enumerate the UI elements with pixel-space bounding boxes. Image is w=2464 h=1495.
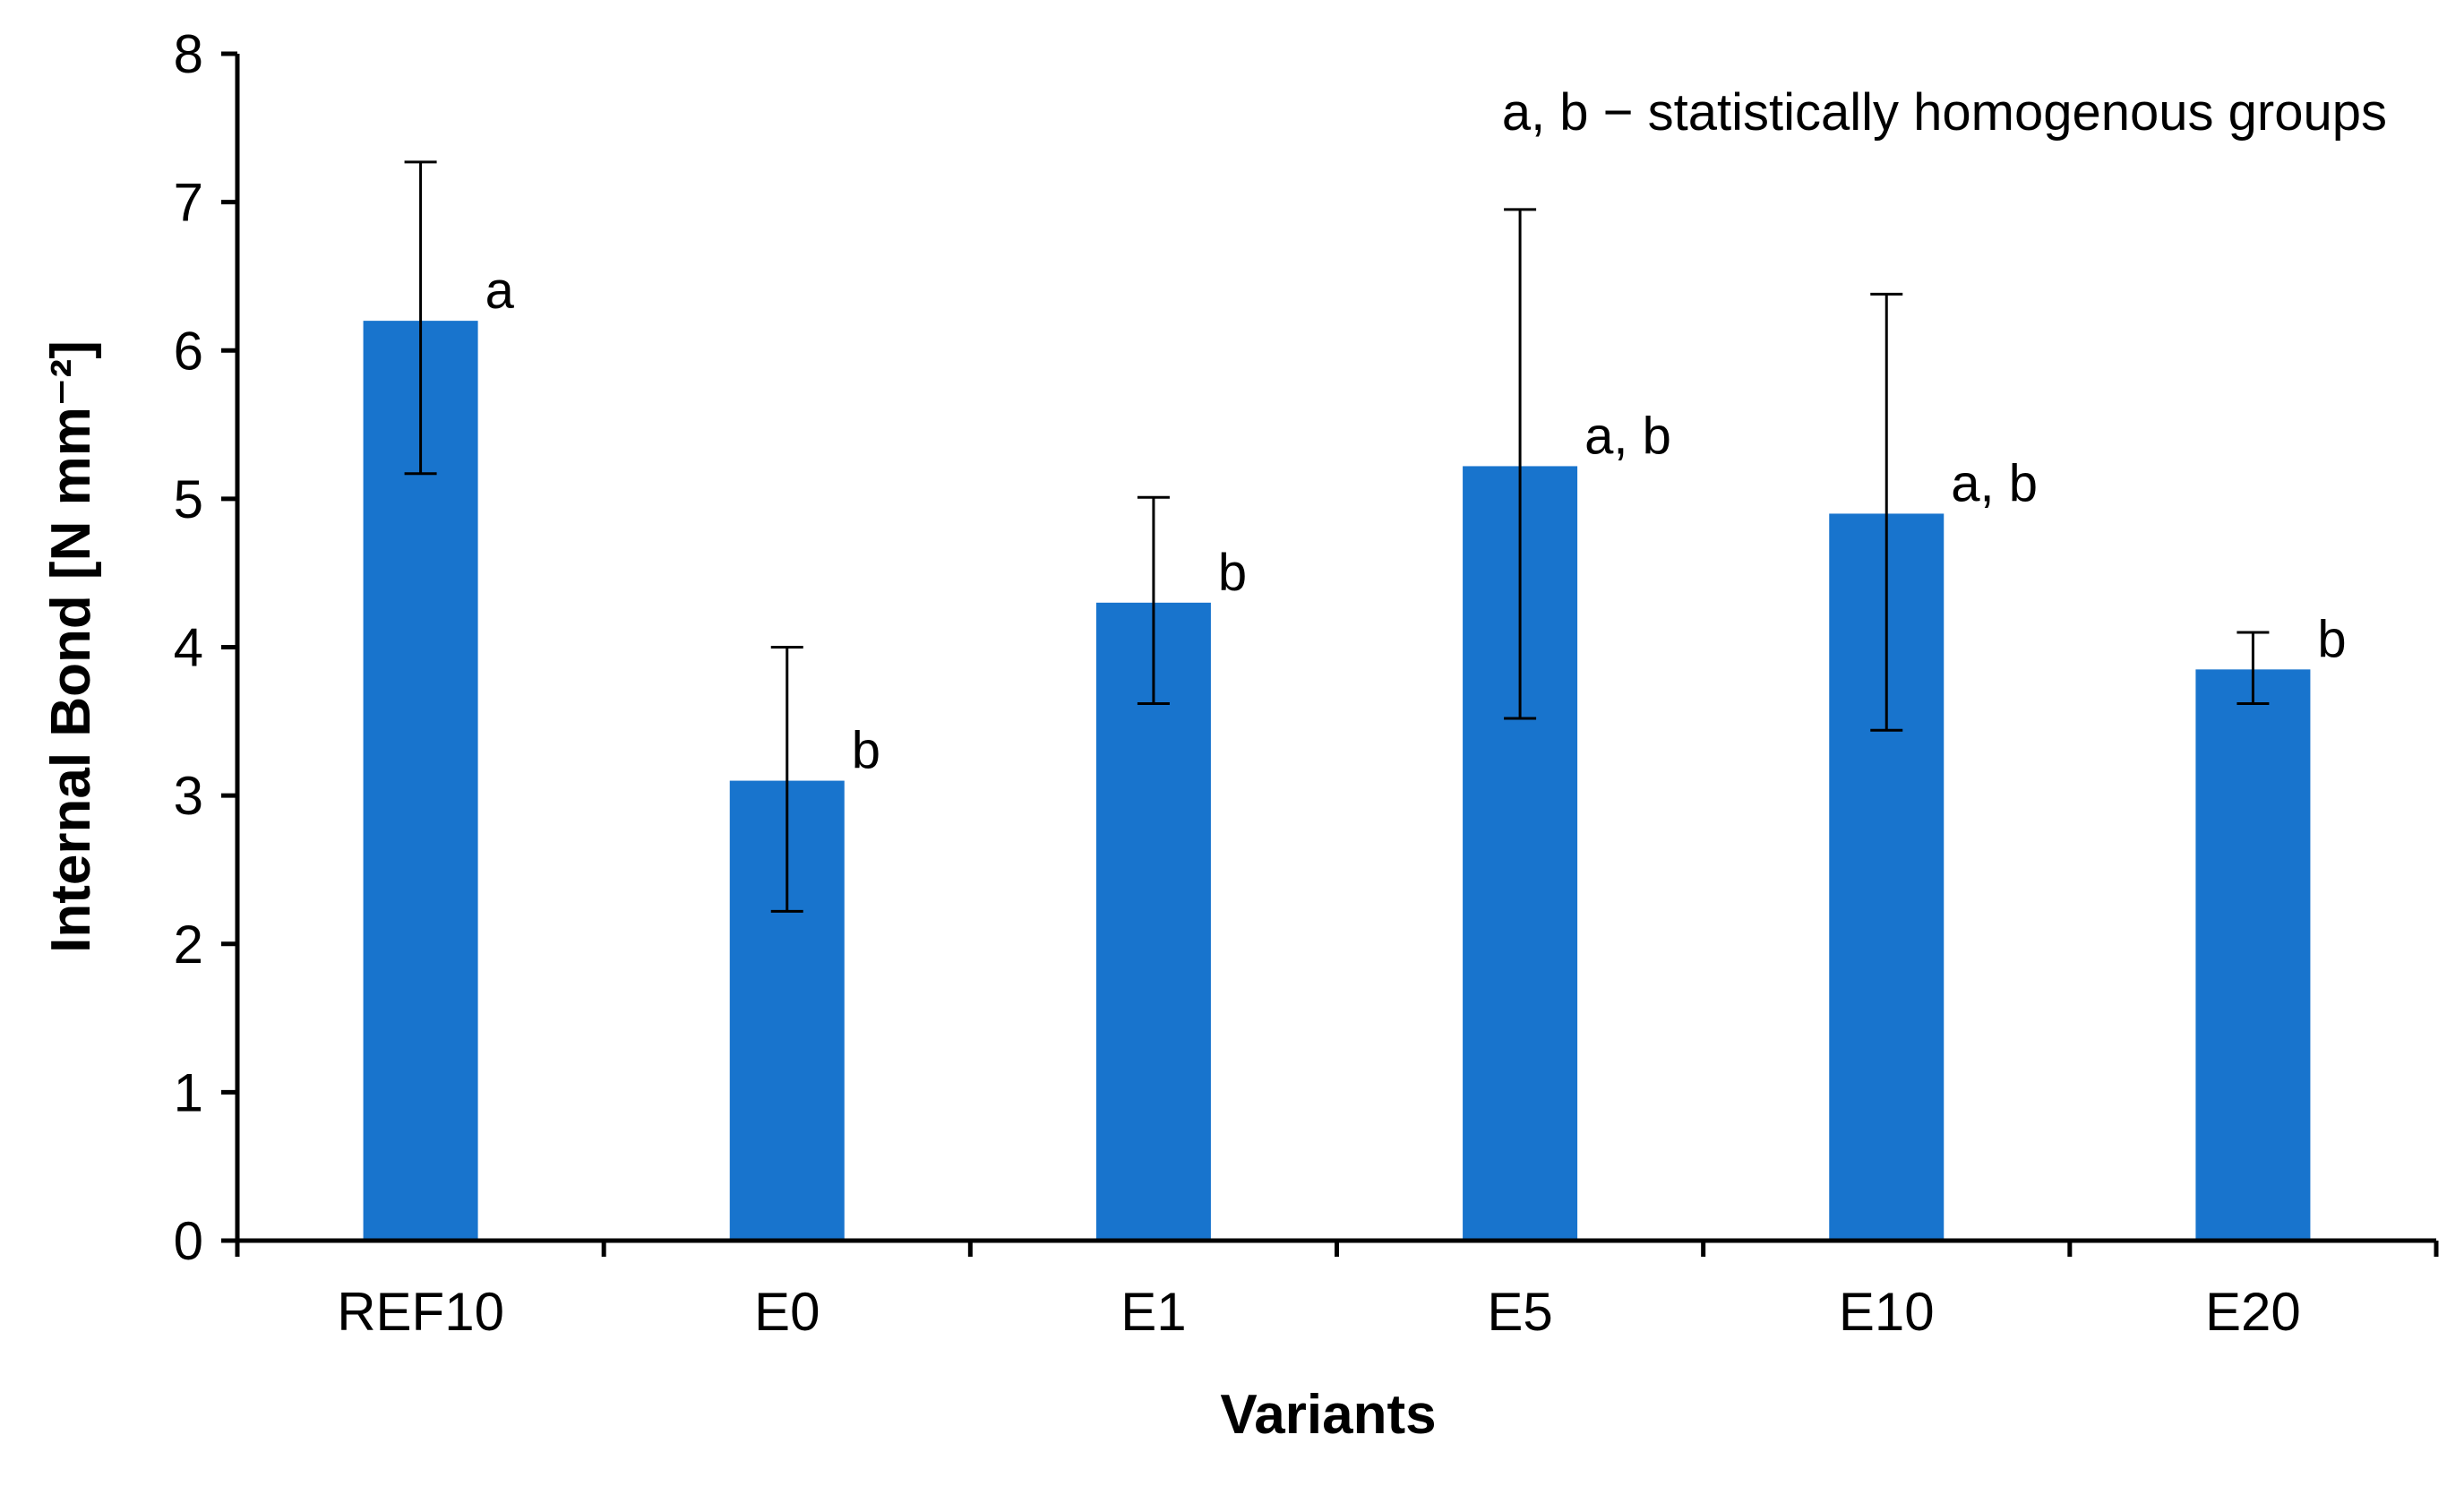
y-tick-label-5: 5	[174, 469, 203, 529]
bar-e1	[1095, 602, 1211, 1241]
y-tick-label-4: 4	[174, 618, 203, 678]
group-label-e1: b	[1218, 544, 1247, 602]
group-label-e20: b	[2317, 610, 2346, 668]
group-label-e5: a, b	[1584, 407, 1671, 465]
x-tick-label-ref10: REF10	[337, 1282, 504, 1342]
y-tick-label-8: 8	[174, 24, 203, 84]
labels-group: REF10 a E0 b E1 b E5 a, b E10 a, b E20 b 0 1 2 3 4 5 6 7 8	[174, 24, 2347, 1342]
x-tick-label-e5: E5	[1487, 1282, 1552, 1342]
x-tick-label-e10: E10	[1839, 1282, 1935, 1342]
bar-e20	[2195, 669, 2311, 1241]
y-tick-label-2: 2	[174, 915, 203, 975]
y-tick-label-6: 6	[174, 321, 203, 381]
y-tick-label-7: 7	[174, 173, 203, 233]
y-tick-label-1: 1	[174, 1062, 203, 1122]
y-tick-label-3: 3	[174, 766, 203, 826]
axes-group	[221, 51, 2439, 1257]
y-axis-title: Internal Bond [N mm⁻²]	[40, 340, 102, 953]
error-bars-group	[404, 160, 2270, 913]
group-label-ref10: a	[485, 262, 515, 320]
x-tick-label-e0: E0	[754, 1282, 820, 1342]
legend-note: a, b − statistically homogenous groups	[1502, 83, 2387, 142]
y-tick-label-0: 0	[174, 1211, 203, 1271]
x-tick-label-e20: E20	[2205, 1282, 2301, 1342]
x-tick-label-e1: E1	[1120, 1282, 1186, 1342]
x-axis-title: Variants	[1220, 1384, 1436, 1446]
group-label-e10: a, b	[1951, 454, 2038, 512]
group-label-e0: b	[852, 722, 880, 780]
